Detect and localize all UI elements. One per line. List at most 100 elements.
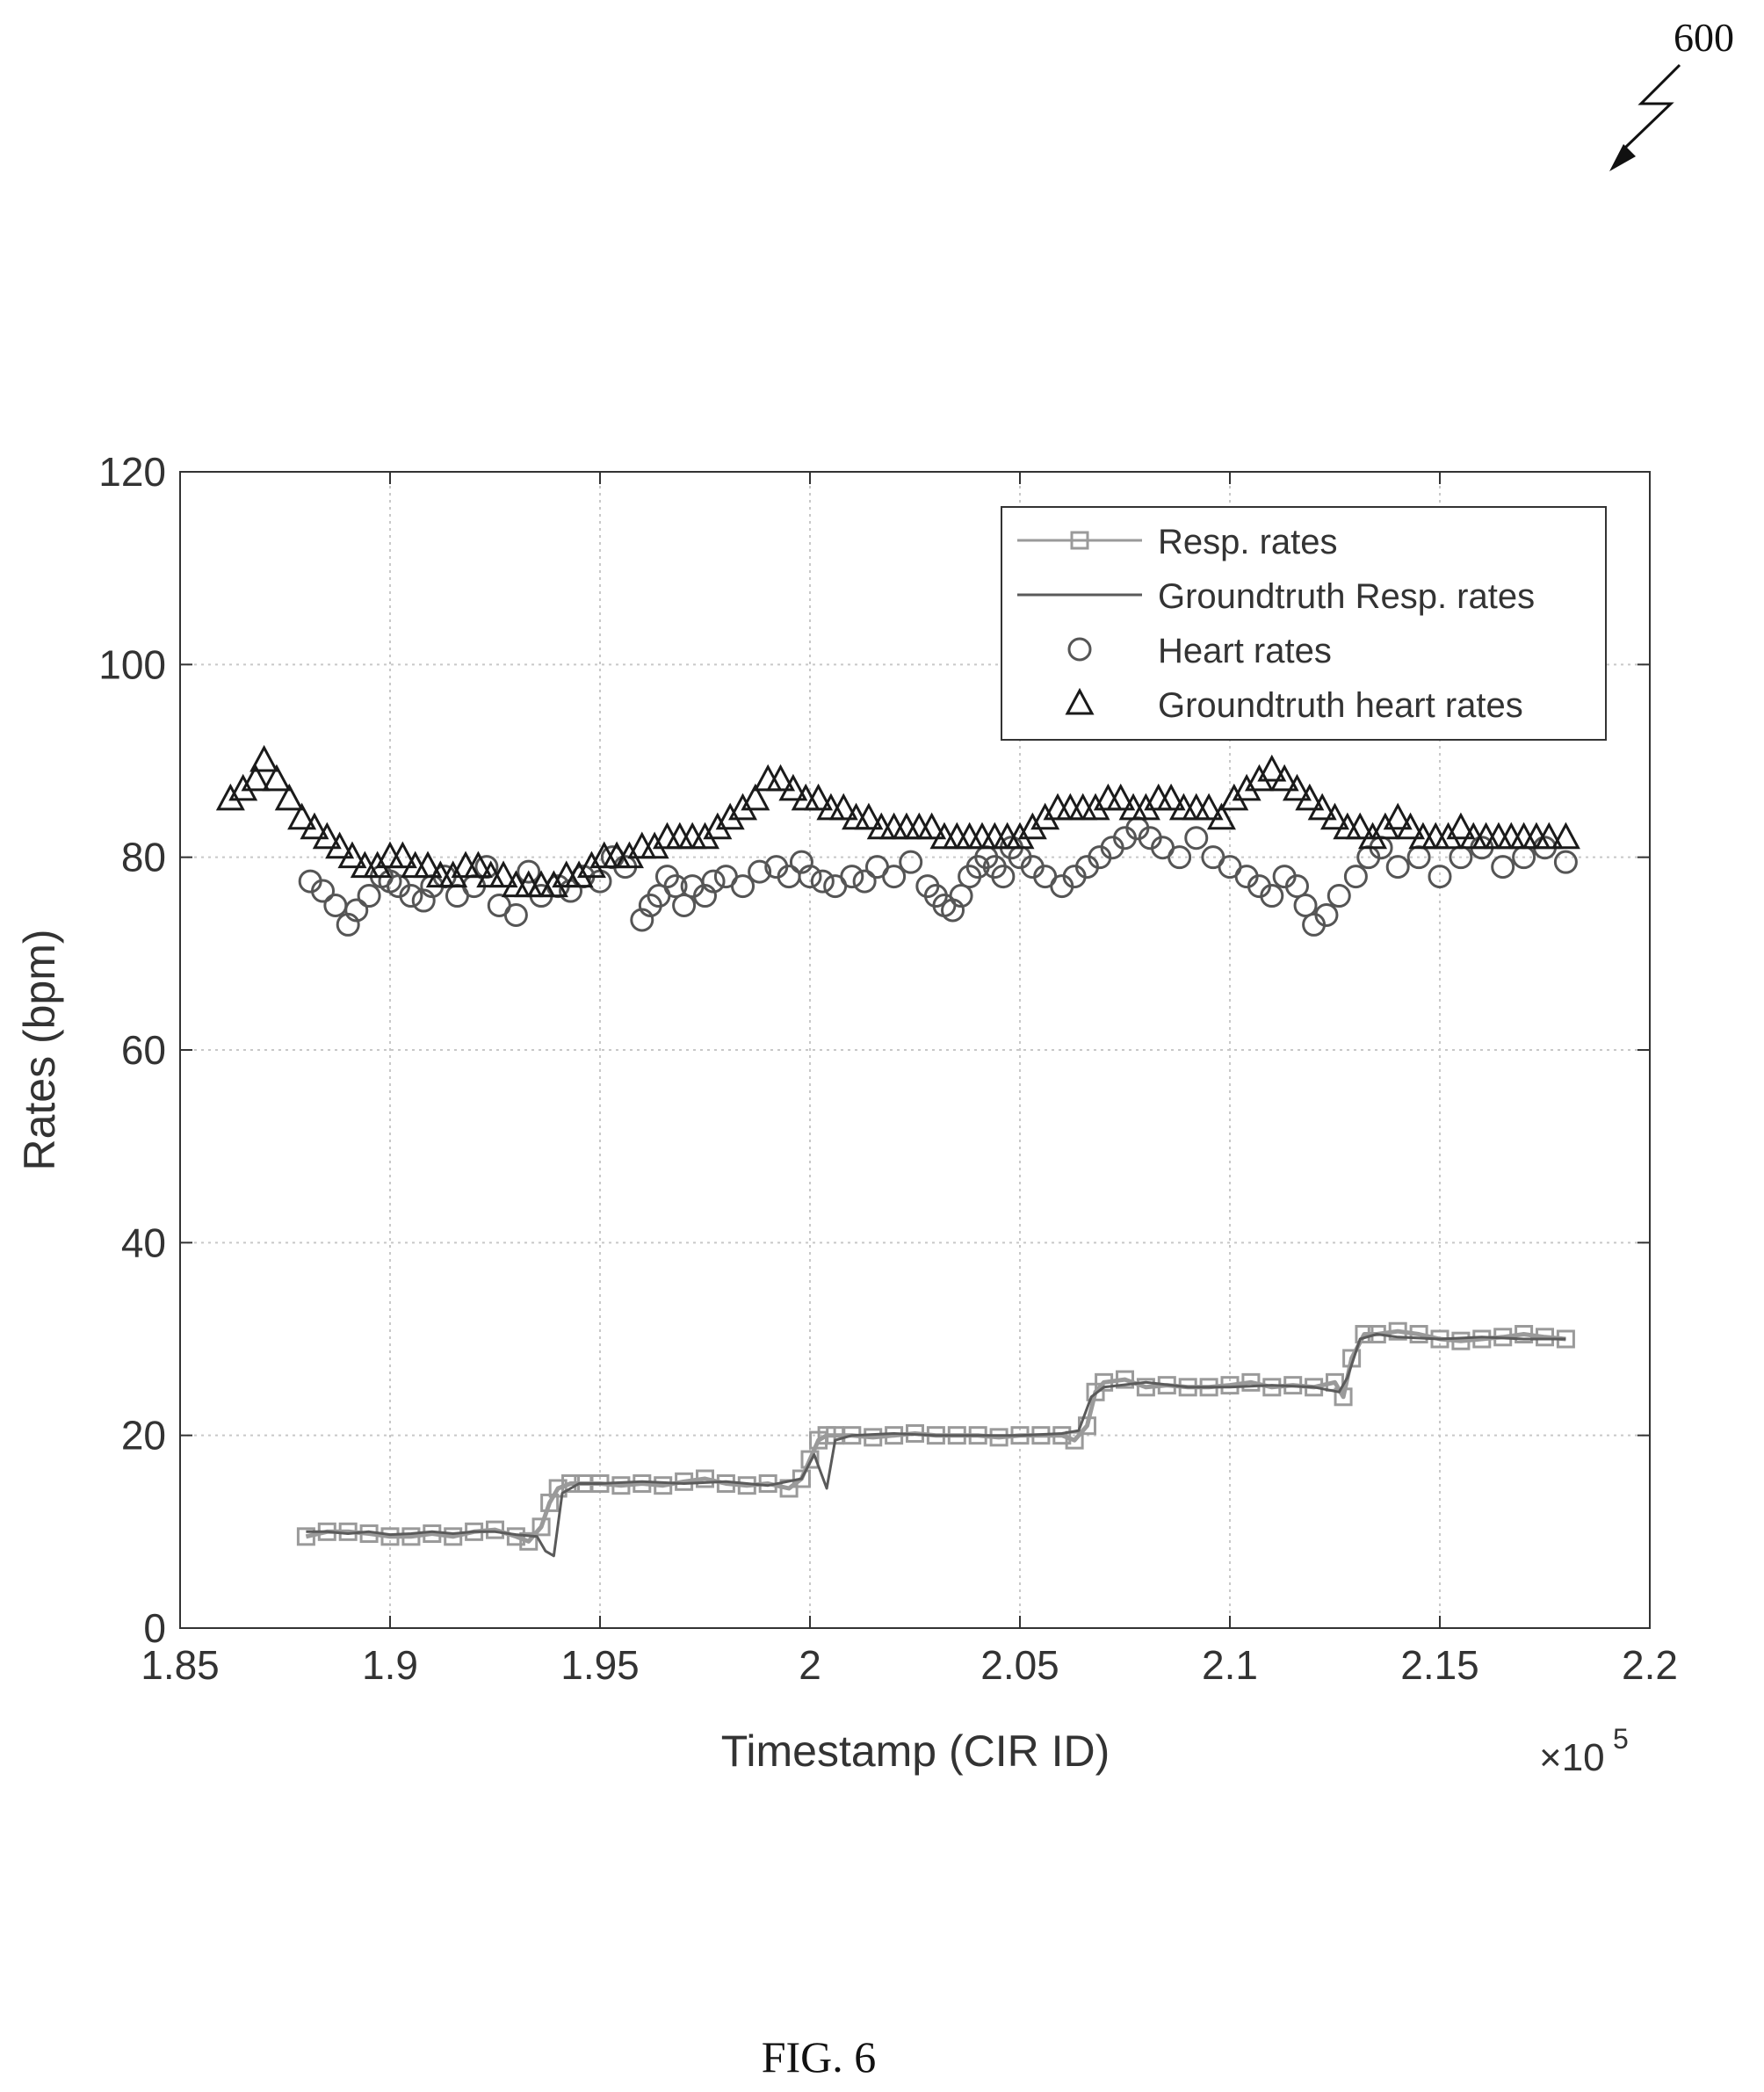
data-point bbox=[1428, 865, 1452, 889]
data-point bbox=[262, 764, 292, 792]
data-point bbox=[363, 851, 393, 879]
data-point bbox=[703, 812, 733, 840]
data-point bbox=[1219, 783, 1249, 811]
data-point bbox=[1319, 802, 1350, 830]
y-tick-label: 100 bbox=[98, 641, 166, 687]
data-point bbox=[486, 1520, 504, 1539]
chart-legend: Resp. rates Groundtruth Resp. rates Heart … bbox=[1001, 506, 1607, 741]
data-point bbox=[444, 1527, 463, 1546]
data-point bbox=[1030, 802, 1060, 830]
data-point bbox=[882, 865, 907, 889]
data-point bbox=[1388, 1321, 1407, 1341]
data-point bbox=[1244, 764, 1274, 792]
data-point bbox=[810, 869, 835, 894]
data-point bbox=[701, 869, 726, 894]
data-point bbox=[854, 802, 884, 830]
data-point bbox=[1534, 822, 1564, 850]
data-point bbox=[380, 1527, 400, 1546]
data-point bbox=[517, 859, 541, 884]
series-line bbox=[306, 1333, 1566, 1558]
data-point bbox=[715, 802, 745, 830]
data-point bbox=[1116, 1370, 1134, 1389]
data-point bbox=[1446, 812, 1476, 840]
data-point bbox=[539, 870, 568, 898]
chart-series-layer bbox=[215, 744, 1580, 1558]
data-point bbox=[942, 822, 972, 850]
data-point bbox=[792, 1469, 811, 1488]
data-point bbox=[640, 831, 669, 859]
x-tick-label: 2.1 bbox=[1202, 1642, 1258, 1688]
data-point bbox=[311, 879, 336, 903]
figure-ref-number: 600 bbox=[1674, 15, 1734, 60]
data-point bbox=[337, 841, 367, 869]
x-multiplier-label: ×10 bbox=[1539, 1736, 1605, 1779]
data-point bbox=[778, 773, 808, 801]
data-point bbox=[677, 822, 707, 850]
data-point bbox=[1052, 1426, 1072, 1445]
x-tick-label: 2.15 bbox=[1400, 1642, 1479, 1688]
data-point bbox=[1345, 812, 1375, 840]
data-point bbox=[1421, 822, 1450, 850]
data-point bbox=[249, 744, 279, 772]
data-point bbox=[917, 812, 947, 840]
data-point bbox=[611, 1476, 631, 1495]
data-point bbox=[1509, 822, 1539, 850]
data-point bbox=[1515, 1325, 1534, 1344]
data-point bbox=[989, 1428, 1009, 1447]
data-point bbox=[892, 812, 922, 840]
data-point bbox=[1496, 822, 1526, 850]
x-tick-label: 1.9 bbox=[362, 1642, 418, 1688]
data-point bbox=[633, 1474, 652, 1493]
data-point bbox=[1156, 783, 1186, 811]
legend-entry: Groundtruth Resp. rates bbox=[1017, 577, 1535, 616]
data-point bbox=[1131, 793, 1160, 821]
data-point bbox=[663, 874, 688, 899]
data-point bbox=[519, 1531, 539, 1551]
data-point bbox=[1168, 845, 1192, 870]
y-tick-label: 20 bbox=[121, 1413, 166, 1459]
data-point bbox=[1295, 783, 1325, 811]
legend-entry: Heart rates bbox=[1067, 632, 1332, 670]
data-point bbox=[1055, 793, 1085, 821]
data-point bbox=[1471, 822, 1501, 850]
y-tick-label: 60 bbox=[121, 1027, 166, 1073]
data-point bbox=[1484, 822, 1514, 850]
data-point bbox=[215, 783, 245, 811]
data-point bbox=[864, 1428, 883, 1447]
data-point bbox=[1551, 822, 1580, 850]
data-point bbox=[463, 851, 493, 879]
data-point bbox=[300, 812, 329, 840]
legend-entry: Resp. rates bbox=[1017, 523, 1338, 561]
data-point bbox=[399, 884, 423, 908]
data-point bbox=[387, 841, 417, 869]
legend-entry: Groundtruth heart rates bbox=[1065, 686, 1523, 725]
data-point bbox=[696, 1469, 714, 1488]
data-point bbox=[1241, 1372, 1261, 1392]
data-point bbox=[413, 851, 443, 879]
data-point bbox=[1385, 855, 1410, 880]
data-point bbox=[967, 822, 997, 850]
data-point bbox=[904, 812, 934, 840]
data-point bbox=[675, 1472, 694, 1491]
data-point bbox=[1106, 783, 1136, 811]
legend-swatch-marker bbox=[1067, 637, 1092, 662]
data-point bbox=[1451, 1331, 1471, 1350]
data-point bbox=[1068, 793, 1098, 821]
legend-box bbox=[1001, 506, 1607, 741]
data-point bbox=[296, 1527, 315, 1546]
x-tick-label: 2 bbox=[799, 1642, 821, 1688]
data-point bbox=[690, 822, 720, 850]
data-point bbox=[1081, 793, 1110, 821]
legend-label: Heart rates bbox=[1158, 632, 1332, 670]
data-point bbox=[1269, 764, 1299, 792]
data-point bbox=[949, 884, 973, 908]
x-tick-label: 2.05 bbox=[980, 1642, 1059, 1688]
data-point bbox=[1284, 874, 1309, 899]
data-point bbox=[323, 894, 348, 917]
data-point bbox=[274, 783, 304, 811]
data-point bbox=[800, 1450, 820, 1469]
legend-label: Groundtruth Resp. rates bbox=[1158, 577, 1535, 616]
data-point bbox=[1396, 812, 1426, 840]
data-point bbox=[325, 831, 355, 859]
